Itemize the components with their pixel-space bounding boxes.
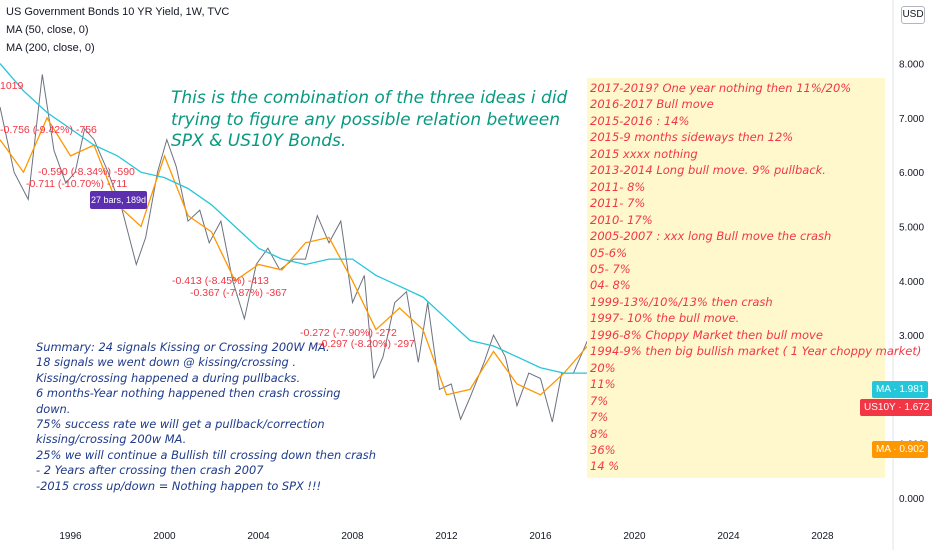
badge-label: MA — [876, 384, 891, 395]
x-tick-label: 2028 — [811, 531, 834, 542]
note-line: 1997- 10% the bull move. — [590, 311, 740, 326]
y-tick-label: 0.000 — [899, 494, 924, 505]
x-tick-label: 2008 — [341, 531, 364, 542]
x-tick-label: 2012 — [435, 531, 458, 542]
badge-label: US10Y — [864, 402, 896, 413]
ma200-price-badge: MA · 1.981 — [872, 381, 929, 398]
x-tick-label: 1996 — [59, 531, 82, 542]
note-line: 7% — [590, 393, 609, 408]
x-tick-label: 2016 — [529, 531, 552, 542]
note-line: 1999-13%/10%/13% then crash — [590, 294, 773, 309]
series-line-ma-200-close-0[interactable] — [0, 63, 664, 392]
note-line: 2010- 17% — [590, 212, 653, 227]
summary-line: - 2 Years after crossing then crash 2007 — [36, 463, 264, 478]
note-line: 7% — [590, 410, 609, 425]
notes-list: 2017-2019? One year nothing then 11%/20%… — [590, 80, 921, 475]
note-line: 2005-2007 : xxx long Bull move the crash — [590, 229, 832, 244]
measure-label: -0.756 (-9.42%) -756 — [0, 124, 97, 136]
measure-label: -0.297 (-8.20%) -297 — [318, 338, 415, 350]
note-line: 11% — [590, 377, 616, 392]
y-tick-label: 7.000 — [899, 114, 924, 125]
measure-label: -0.367 (-7.87%) -367 — [190, 287, 287, 299]
y-tick-label: 8.000 — [899, 60, 924, 71]
note-line: 20% — [590, 360, 616, 375]
note-line: 2017-2019? One year nothing then 11%/20% — [590, 81, 852, 95]
ma200-legend[interactable]: MA (200, close, 0) — [6, 42, 95, 54]
badge-value: 1.981 — [899, 384, 925, 395]
note-line: 2016-2017 Bull move — [590, 97, 714, 112]
measure-label: -0.272 (-7.90%) -272 — [300, 327, 397, 339]
note-line: 2015-9 months sideways then 12% — [590, 130, 794, 145]
y-tick-label: 3.000 — [899, 331, 924, 342]
summary-line: 25% we will continue a Bullish till cros… — [36, 447, 376, 462]
y-tick-label: 5.000 — [899, 223, 924, 234]
summary-line: 18 signals we went down @ kissing/crossi… — [36, 355, 297, 370]
bars-range-tag: 27 bars, 189d — [90, 191, 147, 209]
x-tick-label: 2000 — [153, 531, 176, 542]
badge-value: 1.672 — [904, 402, 930, 413]
note-line: 05- 7% — [590, 261, 631, 276]
y-tick-label: 6.000 — [899, 168, 924, 179]
summary-line: Summary: 24 signals Kissing or Crossing … — [36, 340, 330, 354]
summary-line: -2015 cross up/down = Nothing happen to … — [36, 478, 322, 493]
combination-line: trying to figure any possible relation b… — [171, 109, 561, 130]
note-line: 14 % — [590, 459, 620, 474]
summary-line: 6 months-Year nothing happened then cras… — [36, 386, 341, 401]
note-line: 2011- 7% — [590, 196, 646, 211]
combination-line: SPX & US10Y Bonds. — [171, 131, 347, 151]
note-line: 2011- 8% — [590, 179, 646, 194]
badge-value: 0.902 — [899, 444, 925, 455]
summary-note: Summary: 24 signals Kissing or Crossing … — [36, 340, 376, 494]
x-tick-label: 2004 — [247, 531, 270, 542]
notes-box — [587, 78, 885, 478]
ma50-price-badge: MA · 0.902 — [872, 441, 929, 458]
badge-label: MA — [876, 444, 891, 455]
summary-line: kissing/crossing 200w MA. — [36, 432, 187, 447]
measure-label: -0.413 (-8.45%) -413 — [172, 275, 269, 287]
y-tick-label: 4.000 — [899, 277, 924, 288]
x-tick-label: 2020 — [623, 531, 646, 542]
measure-label: -0.590 (-8.34%) -590 — [38, 166, 135, 178]
note-line: 1994-9% then big bullish market ( 1 Year… — [590, 344, 922, 359]
measure-label: 1019 — [0, 80, 24, 92]
summary-line: down. — [36, 401, 71, 416]
us10y-price-badge: US10Y · 1.672 — [860, 399, 932, 416]
note-line: 1996-8% Choppy Market then bull move — [590, 327, 823, 342]
note-line: 2015 xxxx nothing — [590, 146, 698, 161]
note-line: 2015-2016 : 14% — [590, 113, 690, 128]
chart-title: US Government Bonds 10 YR Yield, 1W, TVC — [6, 6, 230, 18]
summary-line: 75% success rate we will get a pullback/… — [36, 417, 325, 432]
note-line: 05-6% — [590, 245, 628, 260]
note-line: 04- 8% — [590, 278, 631, 293]
combination-line: This is the combination of the three ide… — [171, 88, 568, 108]
ma50-legend[interactable]: MA (50, close, 0) — [6, 24, 89, 36]
note-line: 8% — [590, 426, 609, 441]
note-line: 36% — [590, 442, 616, 457]
measure-label: -0.711 (-10.70%) -711 — [26, 178, 128, 190]
summary-line: Kissing/crossing happened a during pullb… — [36, 370, 301, 385]
combination-note: This is the combination of the three ide… — [171, 88, 571, 153]
note-line: 2013-2014 Long bull move. 9% pullback. — [590, 163, 826, 178]
currency-button[interactable]: USD — [901, 6, 925, 24]
x-tick-label: 2024 — [717, 531, 740, 542]
